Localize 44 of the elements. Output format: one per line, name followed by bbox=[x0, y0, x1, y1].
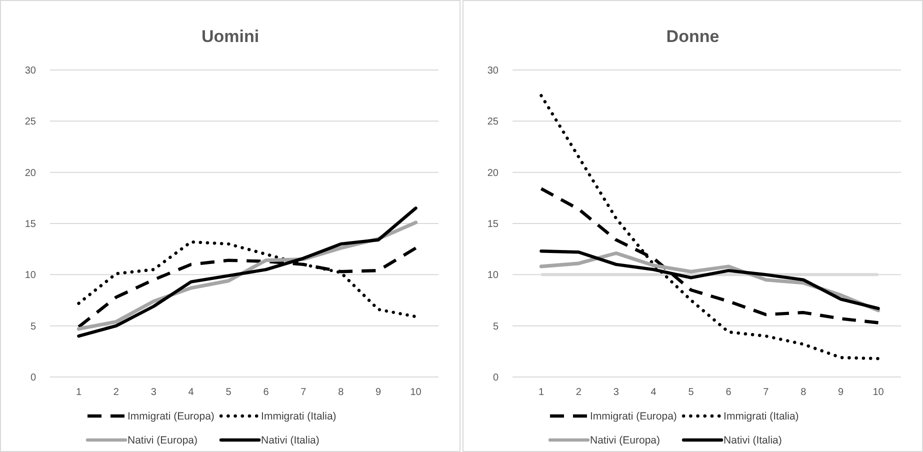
legend-label: Immigrati (Europa) bbox=[127, 410, 214, 423]
x-tick-label: 10 bbox=[872, 387, 884, 398]
x-tick-label: 9 bbox=[838, 387, 844, 398]
x-tick-label: 9 bbox=[376, 387, 382, 398]
x-tick-label: 1 bbox=[538, 387, 544, 398]
legend-label: Immigrati (Italia) bbox=[724, 410, 799, 423]
y-tick-label: 5 bbox=[492, 321, 499, 332]
x-tick-label: 8 bbox=[338, 387, 344, 398]
y-tick-label: 10 bbox=[24, 270, 36, 282]
x-tick-label: 6 bbox=[726, 387, 732, 398]
chart-title: Donne bbox=[666, 27, 720, 46]
x-tick-label: 5 bbox=[688, 387, 694, 398]
x-tick-label: 4 bbox=[188, 387, 194, 398]
y-tick-label: 5 bbox=[30, 321, 36, 332]
y-tick-label: 20 bbox=[24, 168, 36, 179]
y-tick-label: 30 bbox=[487, 66, 499, 76]
y-tick-label: 15 bbox=[487, 219, 499, 230]
x-tick-label: 10 bbox=[410, 387, 422, 398]
x-tick-label: 1 bbox=[76, 387, 82, 398]
y-tick-label: 0 bbox=[30, 372, 36, 384]
x-tick-label: 3 bbox=[150, 387, 157, 398]
y-tick-label: 15 bbox=[24, 219, 36, 230]
x-tick-label: 6 bbox=[263, 387, 270, 398]
x-tick-label: 2 bbox=[576, 387, 582, 398]
x-tick-label: 5 bbox=[226, 387, 232, 398]
legend-label: Immigrati (Europa) bbox=[590, 410, 677, 423]
x-tick-label: 2 bbox=[113, 387, 120, 398]
legend-label: Nativi (Europa) bbox=[127, 434, 198, 447]
x-tick-label: 3 bbox=[613, 387, 620, 398]
y-tick-label: 25 bbox=[24, 116, 36, 128]
x-tick-label: 7 bbox=[300, 387, 307, 398]
legend-label: Nativi (Italia) bbox=[724, 434, 782, 447]
x-tick-label: 4 bbox=[650, 387, 657, 398]
x-tick-label: 7 bbox=[763, 387, 770, 398]
y-tick-label: 30 bbox=[24, 66, 36, 76]
y-tick-label: 10 bbox=[487, 270, 499, 282]
legend-label: Nativi (Italia) bbox=[261, 434, 320, 447]
legend-label: Immigrati (Italia) bbox=[261, 410, 336, 423]
y-tick-label: 20 bbox=[487, 168, 499, 179]
y-tick-label: 0 bbox=[492, 372, 499, 384]
y-tick-label: 25 bbox=[487, 116, 499, 128]
x-tick-label: 8 bbox=[800, 387, 807, 398]
legend-label: Nativi (Europa) bbox=[590, 434, 660, 447]
chart-title: Uomini bbox=[201, 27, 260, 46]
